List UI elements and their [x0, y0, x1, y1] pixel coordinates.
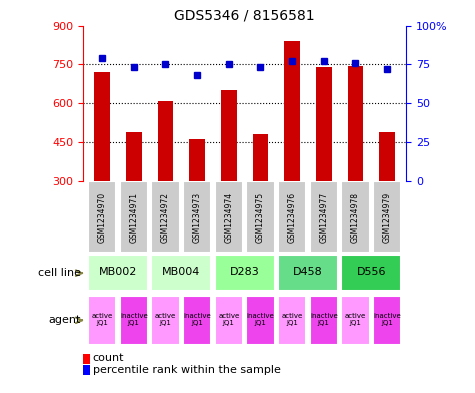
Bar [151, 296, 180, 345]
Text: GSM1234975: GSM1234975 [256, 191, 265, 243]
Bar [151, 181, 180, 253]
Title: GDS5346 / 8156581: GDS5346 / 8156581 [174, 9, 315, 23]
Text: active
JQ1: active JQ1 [155, 313, 176, 326]
Text: active
JQ1: active JQ1 [92, 313, 113, 326]
Bar [284, 41, 300, 181]
Text: active
JQ1: active JQ1 [218, 313, 239, 326]
Text: GSM1234970: GSM1234970 [98, 191, 106, 243]
Text: GSM1234977: GSM1234977 [319, 191, 328, 243]
Bar [348, 66, 363, 181]
Text: count: count [93, 353, 124, 364]
Bar [126, 132, 142, 181]
Text: inactive
JQ1: inactive JQ1 [373, 313, 401, 326]
Bar [183, 181, 211, 253]
Bar [246, 181, 275, 253]
Text: MB002: MB002 [99, 267, 137, 277]
Bar [310, 181, 338, 253]
Bar [88, 296, 116, 345]
Bar [221, 90, 237, 181]
Bar [120, 181, 148, 253]
Bar [341, 181, 370, 253]
Text: MB004: MB004 [162, 267, 200, 277]
Text: inactive
JQ1: inactive JQ1 [310, 313, 338, 326]
Bar [379, 132, 395, 181]
Bar [373, 296, 401, 345]
Bar [341, 255, 401, 291]
Bar [158, 101, 173, 181]
Bar [278, 255, 338, 291]
Text: inactive
JQ1: inactive JQ1 [247, 313, 275, 326]
Bar [94, 72, 110, 181]
Bar [88, 181, 116, 253]
Bar [373, 181, 401, 253]
Bar [189, 140, 205, 181]
Bar [215, 296, 243, 345]
Text: percentile rank within the sample: percentile rank within the sample [93, 365, 281, 375]
Bar [88, 255, 148, 291]
Text: D458: D458 [293, 267, 323, 277]
Text: GSM1234974: GSM1234974 [224, 191, 233, 243]
Bar [253, 134, 268, 181]
Bar [278, 181, 306, 253]
Bar [151, 255, 211, 291]
Bar [310, 296, 338, 345]
Text: agent: agent [48, 315, 81, 325]
Bar [215, 181, 243, 253]
Text: GSM1234972: GSM1234972 [161, 192, 170, 242]
Text: inactive
JQ1: inactive JQ1 [120, 313, 148, 326]
Text: GSM1234973: GSM1234973 [193, 191, 201, 243]
Text: active
JQ1: active JQ1 [345, 313, 366, 326]
Text: D283: D283 [230, 267, 259, 277]
Text: D556: D556 [357, 267, 386, 277]
Bar [341, 296, 370, 345]
Text: GSM1234979: GSM1234979 [383, 191, 391, 243]
Bar [246, 296, 275, 345]
Bar [316, 67, 332, 181]
Bar [183, 296, 211, 345]
Text: active
JQ1: active JQ1 [282, 313, 303, 326]
Bar [120, 296, 148, 345]
Text: cell line: cell line [38, 268, 81, 278]
Text: GSM1234976: GSM1234976 [288, 191, 296, 243]
Text: GSM1234978: GSM1234978 [351, 192, 360, 242]
Text: inactive
JQ1: inactive JQ1 [183, 313, 211, 326]
Bar [215, 255, 275, 291]
Bar [278, 296, 306, 345]
Text: GSM1234971: GSM1234971 [129, 192, 138, 242]
